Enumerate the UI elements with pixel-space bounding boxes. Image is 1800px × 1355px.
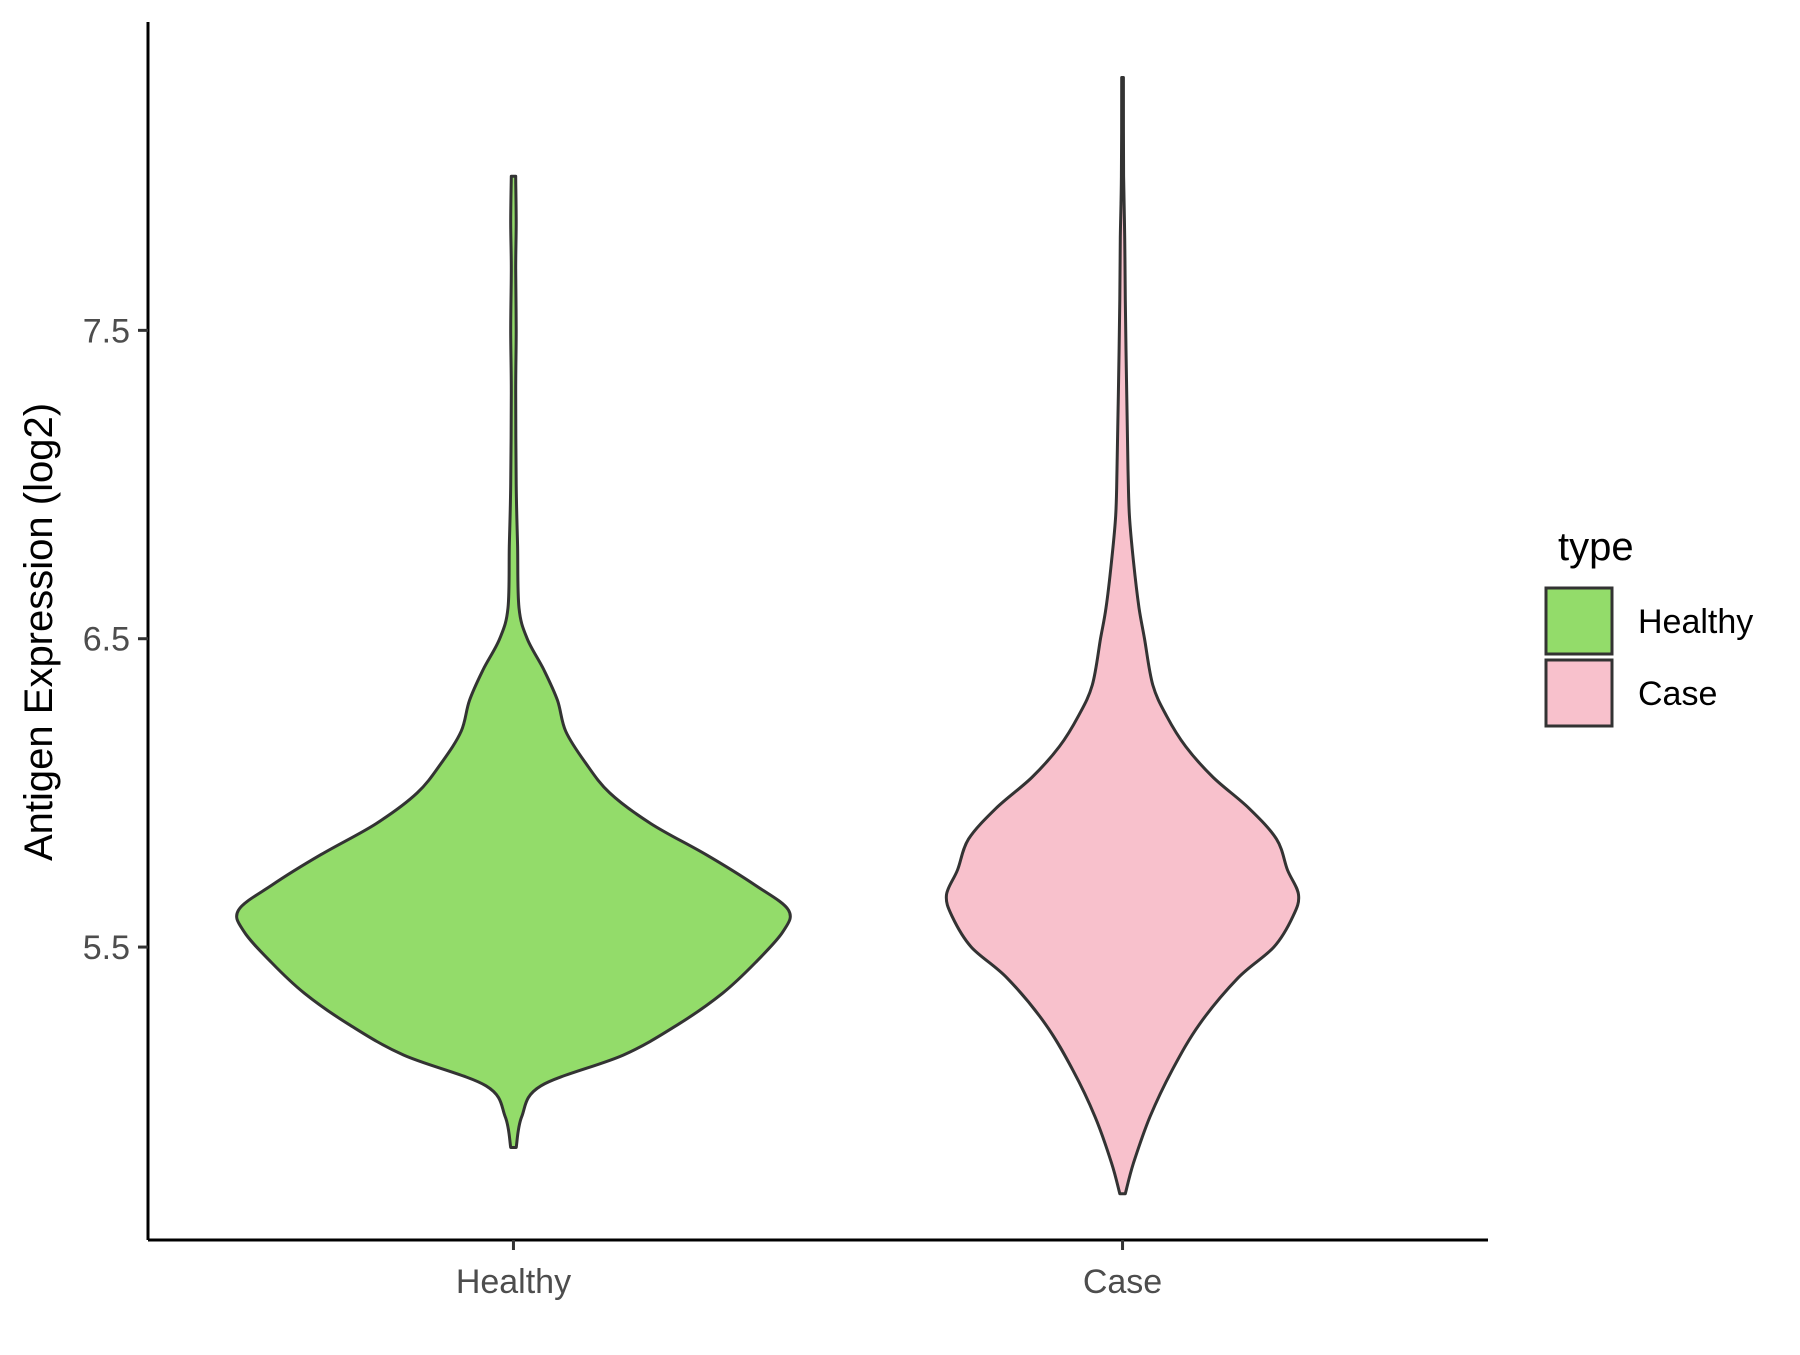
x-tick-label: Case	[1083, 1263, 1162, 1301]
legend: type Healthy Case	[1544, 525, 1753, 728]
y-tick-label: 7.5	[83, 312, 130, 350]
x-tick-label: Healthy	[456, 1263, 571, 1301]
legend-swatch-case	[1544, 658, 1614, 728]
y-tick-label: 6.5	[83, 621, 130, 659]
violin-layer	[235, 76, 1301, 1196]
violin-healthy	[235, 174, 792, 1149]
y-axis-title: Antigen Expression (log2)	[17, 403, 61, 861]
legend-title: type	[1558, 525, 1634, 569]
legend-entries: Healthy Case	[1544, 586, 1753, 728]
y-axis-ticks: 5.5 6.5 7.5	[83, 312, 148, 967]
legend-swatch-healthy	[1544, 586, 1614, 656]
violin-case	[944, 76, 1301, 1196]
legend-label-healthy: Healthy	[1638, 603, 1753, 641]
x-axis-ticks: Healthy Case	[456, 1240, 1162, 1301]
y-tick-label: 5.5	[83, 929, 130, 967]
legend-label-case: Case	[1638, 675, 1717, 713]
